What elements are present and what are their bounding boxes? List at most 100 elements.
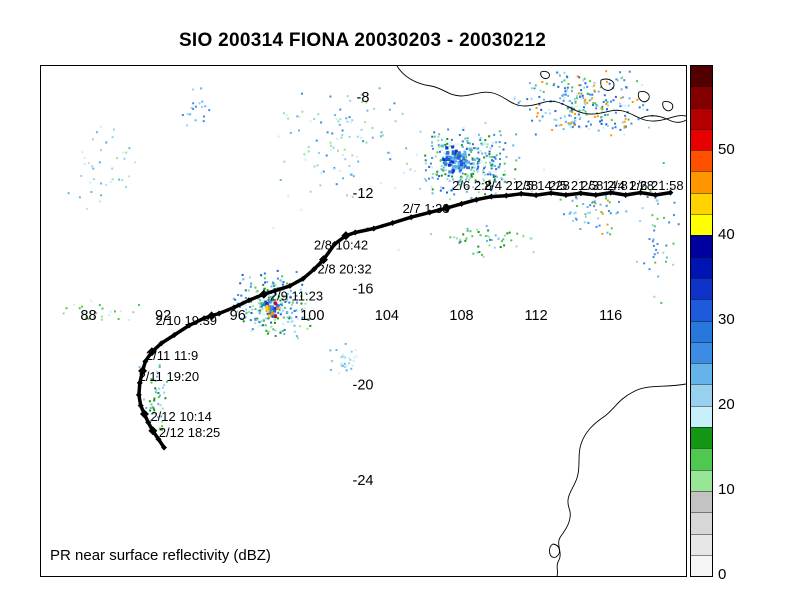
precip-dot — [270, 305, 273, 309]
precip-dot — [366, 109, 369, 112]
precip-dot — [272, 294, 275, 297]
precip-dot — [641, 181, 644, 184]
latitude-tick-label: -12 — [353, 186, 374, 202]
precip-dot — [458, 171, 461, 173]
precip-dot — [341, 129, 344, 132]
precip-dot — [530, 87, 533, 90]
precip-dot — [541, 81, 544, 83]
storm-track-layer — [137, 190, 673, 450]
precip-dot — [346, 95, 349, 98]
precip-dot — [440, 168, 443, 171]
precip-dot — [510, 239, 513, 242]
precip-dot — [484, 172, 487, 175]
precip-dot — [662, 251, 665, 254]
precip-dot — [591, 85, 594, 88]
precip-dot — [654, 261, 657, 264]
precip-dot — [438, 145, 441, 148]
precip-dot — [491, 164, 494, 167]
precip-dot — [157, 392, 160, 394]
precip-dot — [619, 128, 622, 131]
precip-dot — [486, 183, 489, 186]
precip-dot — [249, 285, 252, 288]
precip-dot — [630, 122, 633, 125]
precip-dot — [279, 179, 282, 181]
precip-dot — [163, 391, 166, 394]
precip-dot — [446, 191, 448, 194]
precip-dot — [451, 165, 455, 169]
precip-dot — [466, 177, 469, 179]
precip-dot — [265, 318, 268, 321]
precip-dot — [274, 329, 277, 332]
precip-dot — [596, 115, 599, 118]
precip-dot — [623, 133, 626, 136]
precip-dot — [123, 157, 126, 160]
precip-dot — [444, 143, 447, 146]
precip-dot — [258, 312, 261, 315]
precip-dot — [431, 173, 434, 175]
precip-dot — [456, 143, 459, 146]
precip-dot — [290, 316, 293, 319]
precip-dot — [544, 111, 547, 114]
precip-dot — [92, 178, 95, 181]
precip-dot — [476, 251, 479, 254]
precip-dot — [415, 153, 418, 156]
track-fix-marker — [145, 419, 152, 426]
colorbar-segment — [691, 171, 712, 193]
precip-dot — [568, 114, 571, 117]
precip-dot — [266, 289, 269, 292]
precip-dot — [281, 311, 284, 314]
precip-dot — [251, 308, 254, 311]
precip-dot — [78, 307, 81, 310]
track-fix-label: 2/8 10:42 — [314, 238, 368, 253]
precip-dot — [283, 333, 286, 336]
precip-dot — [479, 150, 482, 153]
precip-dot — [565, 89, 568, 92]
precip-dot — [451, 169, 455, 173]
precip-dot — [95, 131, 98, 134]
precip-dot — [300, 302, 303, 305]
track-fix-marker — [142, 358, 149, 365]
precip-dot — [267, 296, 270, 299]
precip-dot — [505, 155, 508, 158]
precip-dot — [591, 93, 594, 96]
precip-dot — [286, 292, 289, 295]
precip-dot — [237, 294, 240, 296]
precip-dot — [563, 93, 566, 96]
precip-dot — [260, 305, 263, 308]
precip-dot — [439, 150, 441, 153]
precip-dot — [470, 197, 473, 199]
precip-dot — [289, 131, 292, 134]
precip-dot — [576, 97, 579, 100]
colorbar-segment — [691, 66, 712, 87]
precip-dot — [158, 427, 161, 430]
precip-dot — [473, 158, 476, 161]
precip-dot — [98, 304, 101, 307]
precip-dot — [348, 362, 351, 365]
precip-dot — [502, 178, 505, 181]
precip-dot — [378, 87, 381, 90]
precip-dot — [267, 317, 270, 320]
precip-dot — [670, 187, 673, 190]
precip-dot — [530, 190, 533, 193]
precip-dot — [281, 302, 283, 305]
precip-dot — [116, 157, 119, 160]
precip-dot — [250, 283, 253, 286]
precip-dot — [344, 342, 347, 345]
precip-dot — [479, 138, 482, 141]
precip-dot — [189, 113, 192, 116]
precip-dot — [424, 169, 427, 172]
precip-dot — [329, 141, 332, 144]
precip-dot — [330, 149, 333, 151]
precip-dot — [354, 349, 357, 352]
precip-dot — [161, 425, 163, 428]
precip-dot — [281, 304, 284, 307]
precip-dot — [624, 125, 627, 128]
precip-dot — [571, 88, 573, 91]
precip-dot — [587, 211, 590, 214]
precip-dot — [282, 295, 285, 298]
precip-dot — [304, 302, 307, 305]
precip-dot — [331, 132, 334, 135]
precip-dot — [601, 105, 604, 108]
precip-dot — [431, 141, 433, 144]
precip-dot — [459, 238, 462, 241]
